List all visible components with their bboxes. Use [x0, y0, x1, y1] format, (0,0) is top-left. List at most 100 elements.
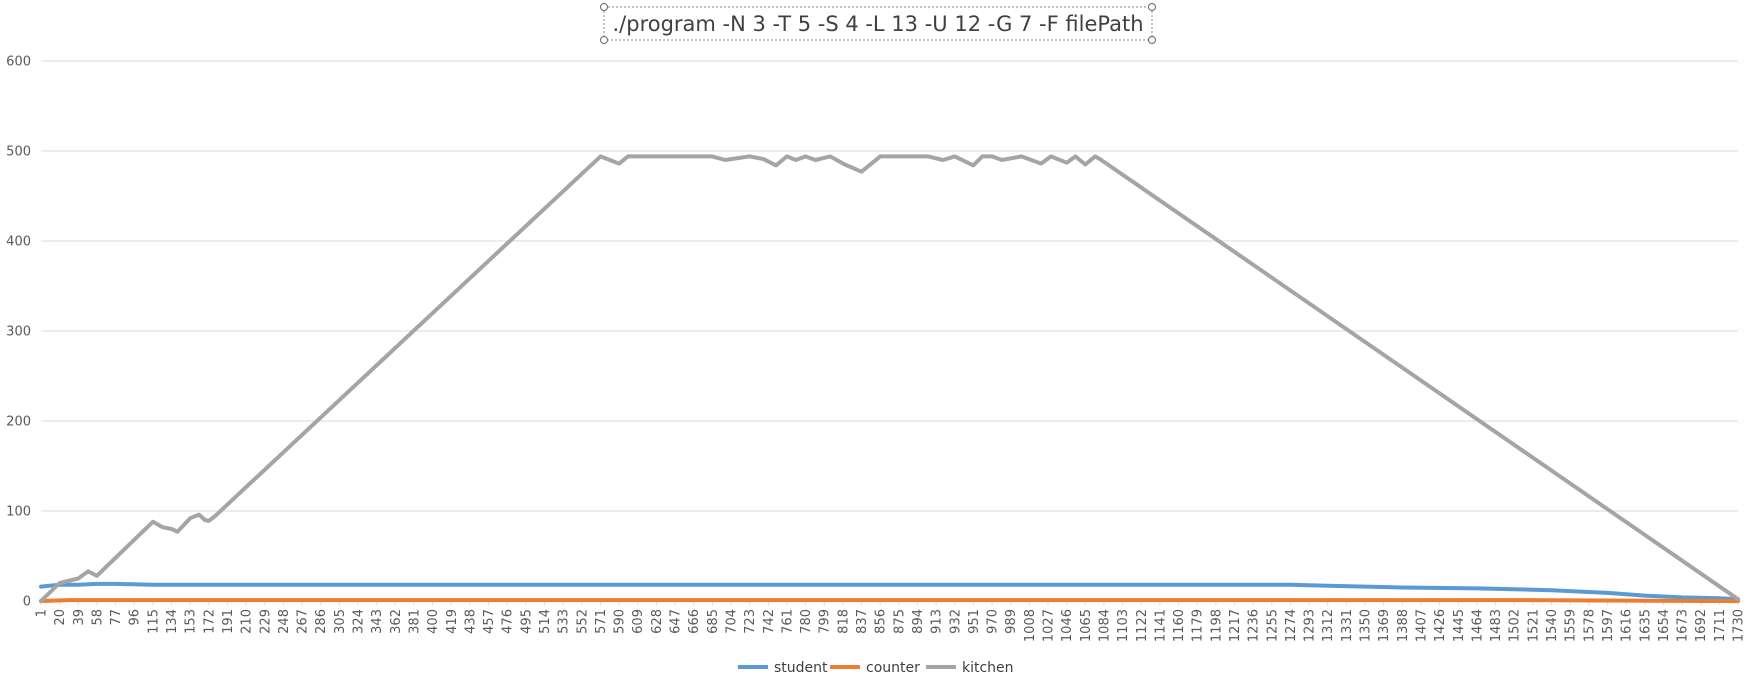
x-tick-label: 381	[407, 609, 422, 634]
chart-title-box[interactable]: ./program -N 3 -T 5 -S 4 -L 13 -U 12 -G …	[600, 3, 1156, 44]
x-tick-label: 229	[258, 609, 273, 634]
x-tick-label: 552	[575, 609, 590, 634]
x-tick-label: 77	[109, 609, 124, 626]
y-tick-label: 100	[6, 505, 31, 520]
x-tick-label: 1711	[1713, 609, 1728, 642]
x-tick-label: 1521	[1526, 609, 1541, 642]
x-tick-label: 1236	[1247, 609, 1262, 642]
x-tick-label: 115	[146, 609, 161, 634]
x-tick-label: 1027	[1042, 609, 1057, 642]
x-tick-label: 1730	[1732, 609, 1747, 642]
x-tick-label: 1635	[1638, 609, 1653, 642]
y-tick-label: 200	[6, 415, 31, 430]
x-tick-label: 590	[613, 609, 628, 634]
x-tick-label: 666	[687, 609, 702, 634]
x-tick-label: 647	[669, 609, 684, 634]
x-tick-label: 172	[202, 609, 217, 634]
resize-handle-top-right[interactable]	[1148, 3, 1156, 11]
x-tick-label: 1179	[1191, 609, 1206, 642]
x-tick-label: 780	[799, 609, 814, 634]
x-tick-label: 1464	[1470, 609, 1485, 642]
x-tick-label: 1673	[1676, 609, 1691, 642]
x-tick-label: 419	[445, 609, 460, 634]
x-tick-label: 1217	[1228, 609, 1243, 642]
x-tick-label: 1084	[1097, 609, 1112, 642]
x-tick-label: 1293	[1303, 609, 1318, 642]
x-tick-label: 818	[836, 609, 851, 634]
x-tick-label: 1198	[1209, 609, 1224, 642]
x-axis-tick-labels: 1 20 39 58 77 96 115 134 153 172 191 210 229 248 267 28…	[35, 601, 1747, 642]
x-tick-label: 210	[240, 609, 255, 634]
legend-label-kitchen: kitchen	[962, 660, 1014, 676]
resize-handle-top-left[interactable]	[600, 3, 608, 11]
x-tick-label: 1445	[1452, 609, 1467, 642]
x-tick-label: 153	[184, 609, 199, 634]
x-tick-label: 267	[296, 609, 311, 634]
x-tick-label: 343	[370, 609, 385, 634]
y-tick-label: 0	[23, 595, 31, 610]
x-tick-label: 1559	[1564, 609, 1579, 642]
x-tick-label: 1274	[1284, 609, 1299, 642]
x-tick-label: 761	[780, 609, 795, 634]
x-tick-label: 1141	[1153, 609, 1168, 642]
x-tick-label: 1065	[1079, 609, 1094, 642]
x-tick-label: 799	[818, 609, 833, 634]
x-tick-label: 1540	[1545, 609, 1560, 642]
x-tick-label: 913	[930, 609, 945, 634]
x-tick-label: 1426	[1433, 609, 1448, 642]
x-tick-label: 134	[165, 609, 180, 634]
x-tick-label: 685	[706, 609, 721, 634]
x-tick-label: 837	[855, 609, 870, 634]
x-tick-label: 58	[90, 609, 105, 626]
legend: student counter kitchen	[738, 660, 1014, 676]
x-tick-label: 1407	[1414, 609, 1429, 642]
x-tick-label: 723	[743, 609, 758, 634]
x-tick-label: 875	[892, 609, 907, 634]
x-tick-label: 951	[967, 609, 982, 634]
x-tick-label: 571	[594, 609, 609, 634]
x-tick-label: 704	[724, 609, 739, 634]
x-tick-label: 514	[538, 609, 553, 634]
x-tick-label: 191	[221, 609, 236, 634]
legend-label-counter: counter	[866, 660, 920, 676]
x-tick-label: 894	[911, 609, 926, 634]
x-tick-label: 1160	[1172, 609, 1187, 642]
legend-label-student: student	[774, 660, 828, 676]
x-tick-label: 1578	[1582, 609, 1597, 642]
x-tick-label: 476	[501, 609, 516, 634]
x-tick-label: 457	[482, 609, 497, 634]
series-line-kitchen	[39, 154, 1740, 603]
x-tick-label: 742	[762, 609, 777, 634]
y-tick-label: 500	[6, 145, 31, 160]
title-selection-frame	[603, 6, 1153, 41]
series-lines	[39, 154, 1740, 603]
x-tick-label: 989	[1004, 609, 1019, 634]
x-tick-label: 1616	[1620, 609, 1635, 642]
series-line-student	[39, 581, 1740, 602]
x-tick-label: 1483	[1489, 609, 1504, 642]
x-tick-label: 1692	[1694, 609, 1709, 642]
x-tick-label: 495	[519, 609, 534, 634]
x-tick-label: 533	[557, 609, 572, 634]
x-tick-label: 362	[389, 609, 404, 634]
x-tick-label: 1255	[1265, 609, 1280, 642]
y-tick-label: 600	[6, 55, 31, 70]
x-tick-label: 1122	[1135, 609, 1150, 642]
gridlines	[41, 60, 1738, 602]
x-tick-label: 1369	[1377, 609, 1392, 642]
x-tick-label: 96	[128, 609, 143, 626]
resize-handle-bottom-left[interactable]	[600, 36, 608, 44]
x-tick-label: 324	[352, 609, 367, 634]
resize-handle-bottom-right[interactable]	[1148, 36, 1156, 44]
chart-title: ./program -N 3 -T 5 -S 4 -L 13 -U 12 -G …	[612, 12, 1143, 36]
x-tick-label: 305	[333, 609, 348, 634]
x-tick-label: 39	[72, 609, 87, 626]
x-tick-label: 1654	[1657, 609, 1672, 642]
x-tick-label: 1502	[1508, 609, 1523, 642]
x-tick-label: 1008	[1023, 609, 1038, 642]
x-tick-label: 1046	[1060, 609, 1075, 642]
x-tick-label: 932	[948, 609, 963, 634]
x-tick-label: 438	[463, 609, 478, 634]
x-tick-label: 20	[53, 609, 68, 626]
